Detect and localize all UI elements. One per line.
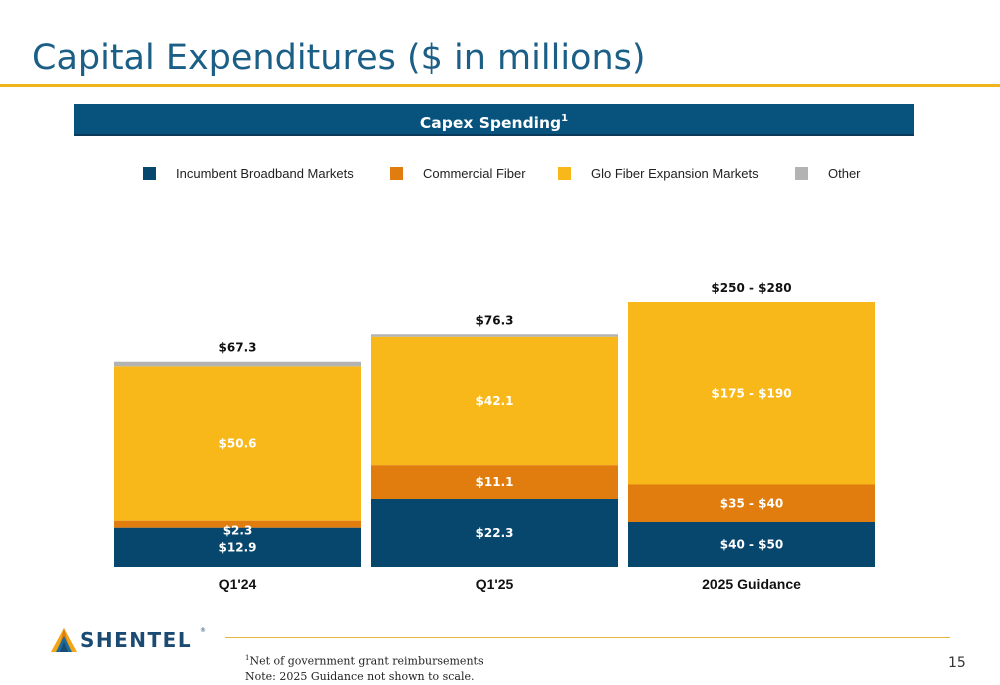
legend-swatch-commercial-fiber (390, 167, 403, 180)
bar-segment-q1-24-incumbent-broadband-markets (114, 527, 361, 567)
legend-swatch-glo-fiber (558, 167, 571, 180)
bar-segment-q1-25-incumbent-broadband-markets (371, 498, 618, 567)
data-label-q1-25-commercial-fiber: $11.1 (476, 475, 514, 489)
category-label-q1-24: Q1'24 (219, 576, 257, 592)
legend-label-glo-fiber: Glo Fiber Expansion Markets (591, 166, 759, 181)
bar-segment-q1-25-glo-fiber-expansion-markets (371, 336, 618, 466)
chart-header-label: Capex Spending (419, 114, 562, 133)
footnote-1: 1Net of government grant reimbursements (245, 651, 484, 669)
legend-label-other: Other (828, 166, 861, 181)
legend-label-incumbent: Incumbent Broadband Markets (176, 166, 354, 181)
footer-divider (225, 637, 950, 638)
legend-swatch-incumbent (143, 167, 156, 180)
bar-segment-2025-guidance-commercial-fiber (628, 484, 875, 522)
category-label-2025-guidance: 2025 Guidance (702, 576, 801, 592)
bar-segment-2025-guidance-glo-fiber-expansion-markets (628, 302, 875, 485)
chart-legend: Incumbent Broadband Markets Commercial F… (0, 165, 1000, 183)
data-label-q1-25-incumbent-broadband-markets: $22.3 (476, 526, 514, 540)
data-label-2025-guidance-incumbent-broadband-markets: $40 - $50 (720, 538, 783, 552)
legend-swatch-other (795, 167, 808, 180)
category-label-q1-25: Q1'25 (476, 576, 514, 592)
bar-segment-q1-25-commercial-fiber (371, 465, 618, 499)
page-title: Capital Expenditures ($ in millions) (32, 38, 646, 78)
chart-header-bar: Capex Spending1 (74, 104, 914, 136)
scale-note: Note: 2025 Guidance not shown to scale. (245, 669, 475, 683)
total-label-q1-25: $76.3 (476, 313, 514, 327)
total-label-2025-guidance: $250 - $280 (711, 281, 791, 295)
chart-header-footnote-marker: 1 (561, 113, 569, 124)
bar-segment-q1-24-commercial-fiber (114, 520, 361, 528)
page-number: 15 (948, 655, 966, 671)
footnote-1-marker: 1 (245, 654, 250, 662)
data-label-q1-24-commercial-fiber: $2.3 (223, 524, 253, 538)
data-label-2025-guidance-commercial-fiber: $35 - $40 (720, 496, 783, 510)
shentel-logo: SHENTEL ® (50, 624, 215, 658)
logo-wordmark: SHENTEL (80, 628, 193, 652)
bar-segment-q1-24-other (114, 361, 361, 367)
logo-registered-mark: ® (200, 627, 206, 634)
bar-segment-q1-25-other (371, 334, 618, 337)
bar-segment-2025-guidance-incumbent-broadband-markets (628, 522, 875, 567)
data-label-q1-24-glo-fiber-expansion-markets: $50.6 (219, 436, 257, 450)
bar-segment-q1-24-glo-fiber-expansion-markets (114, 366, 361, 521)
total-label-q1-24: $67.3 (219, 341, 257, 355)
data-label-q1-24-incumbent-broadband-markets: $12.9 (219, 540, 257, 554)
title-divider (0, 84, 1000, 87)
data-label-2025-guidance-glo-fiber-expansion-markets: $175 - $190 (711, 386, 791, 400)
legend-label-commercial-fiber: Commercial Fiber (423, 166, 526, 181)
footnotes: 1Net of government grant reimbursements … (245, 651, 484, 684)
data-label-q1-25-glo-fiber-expansion-markets: $42.1 (476, 394, 514, 408)
shentel-logo-icon (51, 628, 77, 652)
footnote-1-text: Net of government grant reimbursements (249, 654, 484, 668)
